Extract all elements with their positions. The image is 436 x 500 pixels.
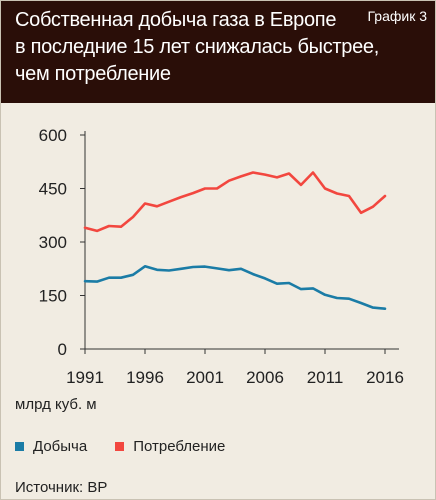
chart-title-line-1: Собственная добыча газа в Европе bbox=[15, 9, 337, 31]
x-tick-label: 1991 bbox=[66, 368, 104, 387]
chart-title: Собственная добыча газа в Европе в после… bbox=[15, 7, 380, 88]
x-tick-label: 2006 bbox=[246, 368, 284, 387]
chart-axes: 0 150 300 450 600 1991 1996 2001 2006 2011 2016 bbox=[39, 126, 404, 387]
chart-legend: Добыча Потребление bbox=[15, 438, 253, 455]
chart-number-badge: График 3 bbox=[367, 8, 427, 24]
x-tick-label: 2016 bbox=[366, 368, 404, 387]
y-tick-label: 0 bbox=[58, 340, 67, 359]
legend-swatch-consumption bbox=[115, 442, 125, 451]
line-chart: 0 150 300 450 600 1991 1996 2001 2006 2011 2016 bbox=[39, 126, 404, 387]
x-tick-label: 1996 bbox=[126, 368, 164, 387]
legend-swatch-production bbox=[15, 442, 24, 451]
chart-header: Собственная добыча газа в Европе в после… bbox=[1, 1, 435, 103]
chart-title-line-2: в последние 15 лет снижалась быстрее, bbox=[15, 36, 380, 58]
y-tick-label: 450 bbox=[39, 180, 67, 199]
series-production-line bbox=[83, 265, 387, 310]
legend-item-production: Добыча bbox=[15, 438, 87, 455]
chart-series-lines bbox=[83, 171, 387, 310]
x-tick-label: 2001 bbox=[186, 368, 224, 387]
y-tick-label: 300 bbox=[39, 233, 67, 252]
y-tick-label: 150 bbox=[39, 287, 67, 306]
legend-item-consumption: Потребление bbox=[115, 438, 225, 455]
y-axis-unit-label: млрд куб. м bbox=[15, 396, 97, 413]
chart-title-line-3: чем потребление bbox=[15, 63, 171, 85]
chart-source: Источник: BP bbox=[15, 479, 108, 496]
x-tick-label: 2011 bbox=[307, 368, 344, 387]
y-tick-label: 600 bbox=[39, 126, 67, 145]
legend-label-production: Добыча bbox=[33, 438, 88, 455]
legend-label-consumption: Потребление bbox=[133, 438, 226, 455]
series-consumption-line bbox=[83, 171, 387, 233]
